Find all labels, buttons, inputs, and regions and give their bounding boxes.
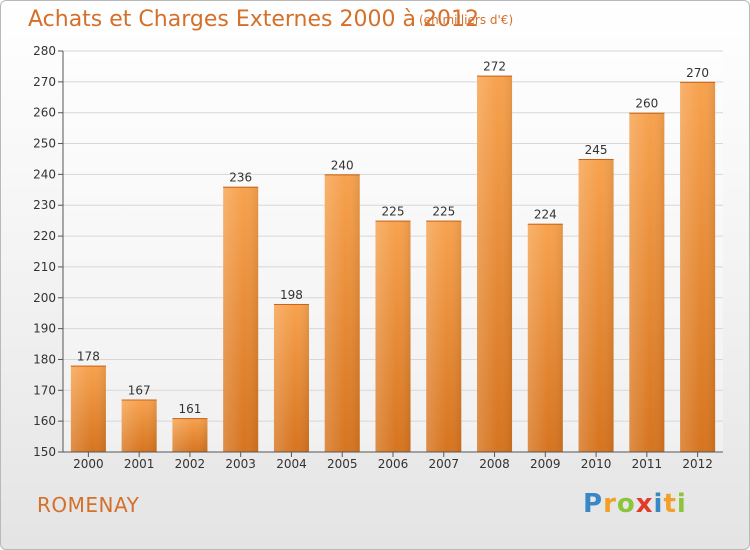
y-tick-label: 260 xyxy=(33,106,56,120)
x-tick-label: 2007 xyxy=(428,457,459,471)
x-tick-label: 2004 xyxy=(276,457,307,471)
y-tick-label: 210 xyxy=(33,260,56,274)
x-tick-label: 2000 xyxy=(73,457,104,471)
bar-shade xyxy=(223,186,259,452)
bar-shade xyxy=(273,303,309,452)
x-tick-label: 2010 xyxy=(581,457,612,471)
logo-letter: i xyxy=(653,489,664,519)
chart-title: Achats et Charges Externes 2000 à 2012 xyxy=(28,7,479,32)
logo-letter: t xyxy=(663,489,677,519)
y-tick-label: 150 xyxy=(33,445,56,459)
data-label: 225 xyxy=(382,205,405,219)
logo-letter: P xyxy=(583,489,604,519)
y-tick-label: 280 xyxy=(33,44,56,58)
x-tick-label: 2005 xyxy=(327,457,358,471)
logo-letter: i xyxy=(676,489,687,519)
bar-shade xyxy=(477,75,513,452)
data-label: 270 xyxy=(686,66,709,80)
data-label: 260 xyxy=(635,97,658,111)
bar-shade xyxy=(629,112,665,452)
proxiti-logo: Proxiti xyxy=(583,489,687,519)
chart-subtitle: (en milliers d'€) xyxy=(419,13,514,27)
commune-name: ROMENAY xyxy=(37,493,140,517)
y-tick-label: 200 xyxy=(33,291,56,305)
y-tick-label: 250 xyxy=(33,137,56,151)
x-tick-label: 2001 xyxy=(124,457,155,471)
data-label: 225 xyxy=(432,205,455,219)
x-tick-label: 2011 xyxy=(632,457,663,471)
logo-letter: o xyxy=(616,489,636,519)
data-label: 240 xyxy=(331,158,354,172)
bar-shade xyxy=(578,158,614,452)
y-tick-label: 190 xyxy=(33,322,56,336)
y-tick-label: 180 xyxy=(33,352,56,366)
x-tick-label: 2003 xyxy=(225,457,256,471)
data-label: 224 xyxy=(534,208,557,222)
y-tick-label: 170 xyxy=(33,383,56,397)
data-label: 245 xyxy=(585,143,608,157)
bar-shade xyxy=(375,220,411,452)
bar-shade xyxy=(172,418,208,452)
y-tick-label: 220 xyxy=(33,229,56,243)
logo-letter: r xyxy=(603,489,617,519)
x-tick-label: 2002 xyxy=(175,457,206,471)
x-tick-label: 2006 xyxy=(378,457,409,471)
bar-shade xyxy=(527,223,563,452)
bar-shade xyxy=(70,365,106,452)
logo-letter: x xyxy=(635,489,654,519)
data-label: 272 xyxy=(483,60,506,74)
bar-shade xyxy=(426,220,462,452)
bar-shade xyxy=(680,81,716,452)
bar-shade xyxy=(121,399,157,452)
y-tick-label: 240 xyxy=(33,167,56,181)
x-tick-label: 2008 xyxy=(479,457,510,471)
data-label: 161 xyxy=(178,402,201,416)
data-label: 198 xyxy=(280,288,303,302)
data-label: 236 xyxy=(229,171,252,185)
data-label: 167 xyxy=(128,384,151,398)
y-tick-label: 270 xyxy=(33,75,56,89)
x-tick-label: 2009 xyxy=(530,457,561,471)
y-tick-label: 230 xyxy=(33,198,56,212)
bar-shade xyxy=(324,174,360,452)
x-tick-label: 2012 xyxy=(682,457,713,471)
y-tick-label: 160 xyxy=(33,414,56,428)
data-label: 178 xyxy=(77,350,100,364)
